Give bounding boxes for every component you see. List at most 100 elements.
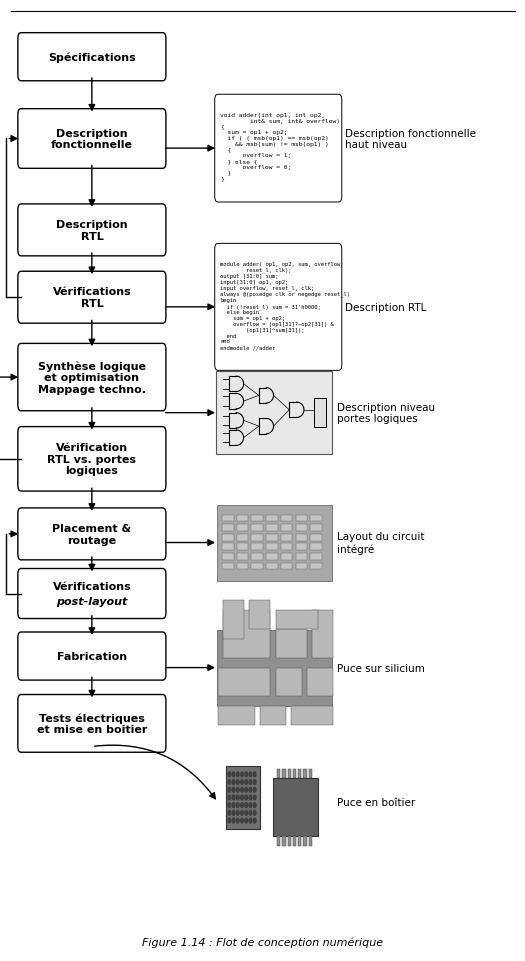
Bar bbox=[266, 544, 278, 551]
Text: Vérifications: Vérifications bbox=[52, 581, 131, 592]
Bar bbox=[237, 525, 248, 531]
Circle shape bbox=[236, 811, 239, 815]
Bar bbox=[281, 515, 292, 522]
FancyBboxPatch shape bbox=[18, 569, 166, 619]
Bar bbox=[277, 836, 280, 846]
Text: Spécifications: Spécifications bbox=[48, 53, 136, 62]
FancyBboxPatch shape bbox=[18, 272, 166, 324]
Bar bbox=[266, 563, 278, 570]
Bar bbox=[251, 534, 263, 541]
Bar bbox=[251, 525, 263, 531]
Circle shape bbox=[232, 802, 235, 807]
Bar bbox=[260, 706, 286, 726]
Text: Layout du circuit
intégré: Layout du circuit intégré bbox=[337, 531, 425, 554]
Text: Description RTL: Description RTL bbox=[345, 303, 426, 312]
Bar bbox=[310, 525, 322, 531]
Circle shape bbox=[228, 773, 231, 776]
Bar bbox=[222, 563, 234, 570]
Bar bbox=[251, 563, 263, 570]
Circle shape bbox=[236, 818, 239, 823]
Bar bbox=[266, 534, 278, 541]
Circle shape bbox=[249, 788, 252, 792]
Circle shape bbox=[245, 818, 248, 823]
Circle shape bbox=[236, 802, 239, 807]
FancyBboxPatch shape bbox=[18, 632, 166, 680]
Text: Puce en boîtier: Puce en boîtier bbox=[337, 798, 415, 807]
Bar bbox=[281, 554, 292, 560]
Circle shape bbox=[232, 780, 235, 784]
Bar bbox=[310, 534, 322, 541]
Bar bbox=[266, 554, 278, 560]
Text: Description
fonctionnelle: Description fonctionnelle bbox=[51, 129, 133, 150]
Bar bbox=[298, 769, 301, 778]
Bar bbox=[222, 544, 234, 551]
Circle shape bbox=[240, 811, 244, 815]
FancyBboxPatch shape bbox=[18, 508, 166, 560]
Circle shape bbox=[240, 773, 244, 776]
Circle shape bbox=[232, 773, 235, 776]
Bar bbox=[218, 668, 270, 697]
Bar bbox=[296, 563, 307, 570]
Bar bbox=[277, 769, 280, 778]
Bar bbox=[281, 563, 292, 570]
FancyBboxPatch shape bbox=[215, 95, 342, 203]
Circle shape bbox=[253, 773, 256, 776]
Text: Synthèse logique
et optimisation
Mappage techno.: Synthèse logique et optimisation Mappage… bbox=[38, 360, 146, 395]
Bar bbox=[237, 515, 248, 522]
Text: post-layout: post-layout bbox=[56, 596, 128, 606]
FancyBboxPatch shape bbox=[215, 244, 342, 371]
Bar bbox=[237, 554, 248, 560]
Text: Figure 1.14 : Flot de conception numérique: Figure 1.14 : Flot de conception numériq… bbox=[142, 937, 383, 947]
Bar bbox=[282, 769, 286, 778]
Circle shape bbox=[232, 818, 235, 823]
FancyBboxPatch shape bbox=[18, 427, 166, 492]
Bar bbox=[281, 544, 292, 551]
Text: Vérifications
RTL: Vérifications RTL bbox=[52, 287, 131, 308]
FancyBboxPatch shape bbox=[216, 372, 332, 455]
Bar bbox=[291, 706, 333, 726]
Bar bbox=[296, 525, 307, 531]
Bar bbox=[249, 601, 270, 629]
Circle shape bbox=[232, 788, 235, 792]
Bar bbox=[296, 544, 307, 551]
Circle shape bbox=[240, 780, 244, 784]
Bar bbox=[222, 554, 234, 560]
Circle shape bbox=[253, 818, 256, 823]
Circle shape bbox=[249, 780, 252, 784]
Text: Tests électriques
et mise en boitier: Tests électriques et mise en boitier bbox=[37, 713, 147, 734]
Circle shape bbox=[253, 788, 256, 792]
Bar bbox=[293, 836, 296, 846]
Circle shape bbox=[240, 802, 244, 807]
Circle shape bbox=[253, 811, 256, 815]
Bar bbox=[303, 836, 307, 846]
Circle shape bbox=[228, 811, 231, 815]
Bar bbox=[218, 706, 255, 726]
Bar bbox=[273, 778, 318, 836]
Circle shape bbox=[236, 796, 239, 800]
Bar bbox=[282, 836, 286, 846]
Circle shape bbox=[253, 780, 256, 784]
Bar bbox=[293, 769, 296, 778]
Circle shape bbox=[245, 788, 248, 792]
Bar bbox=[237, 534, 248, 541]
Bar bbox=[310, 563, 322, 570]
Bar bbox=[266, 525, 278, 531]
FancyBboxPatch shape bbox=[18, 695, 166, 752]
Circle shape bbox=[240, 818, 244, 823]
Bar bbox=[298, 836, 301, 846]
Text: Placement &
routage: Placement & routage bbox=[52, 524, 131, 545]
Circle shape bbox=[249, 796, 252, 800]
Circle shape bbox=[249, 811, 252, 815]
Circle shape bbox=[240, 796, 244, 800]
Bar bbox=[288, 836, 291, 846]
Bar bbox=[303, 769, 307, 778]
Circle shape bbox=[236, 788, 239, 792]
Bar bbox=[222, 515, 234, 522]
Bar bbox=[223, 610, 270, 658]
Bar bbox=[296, 515, 307, 522]
Text: module adder( op1, op2, sum, overflow,
        reset_l, clk);
output [31:0] sum;: module adder( op1, op2, sum, overflow, r… bbox=[220, 261, 351, 350]
Circle shape bbox=[245, 773, 248, 776]
Circle shape bbox=[245, 796, 248, 800]
Circle shape bbox=[240, 788, 244, 792]
Text: Puce sur silicium: Puce sur silicium bbox=[337, 663, 425, 673]
